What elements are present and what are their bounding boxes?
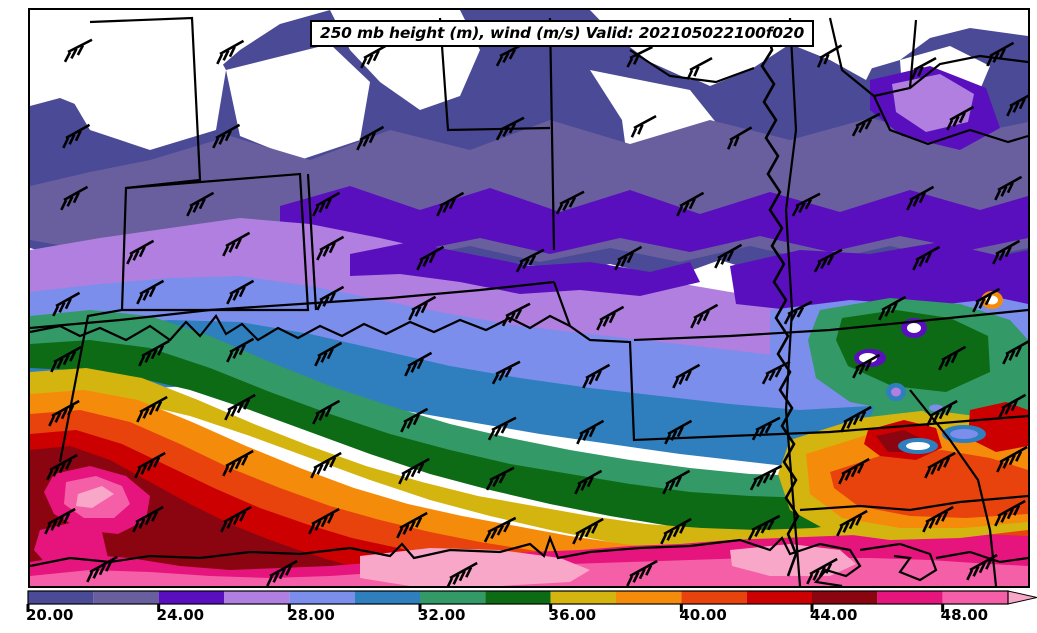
colorbar-segment-orange-red xyxy=(681,591,747,604)
band-violet-mid-east xyxy=(730,242,1028,322)
colorbar-segments xyxy=(28,591,1008,604)
colorbar-segment-dark-red xyxy=(812,591,878,604)
colorbar-segment-dark-green xyxy=(485,591,551,604)
plot-title: 250 mb height (m), wind (m/s) Valid: 202… xyxy=(310,20,815,47)
streak-lightpink-sw xyxy=(76,486,114,508)
colorbar-ticks xyxy=(26,604,945,612)
wind-speed-contour-map[interactable] xyxy=(30,10,1028,586)
hole-white-nw-1 xyxy=(60,24,226,150)
colorbar-segment-violet xyxy=(158,591,224,604)
colorbar-segment-orange xyxy=(616,591,682,604)
colorbar[interactable]: 20.00 24.00 28.00 32.00 36.00 40.00 44.00 48.00 xyxy=(0,590,1037,633)
band-cornflower-mid xyxy=(30,276,1028,430)
blob-darkgreen-se xyxy=(836,310,990,392)
colorbar-tick-label: 20.00 xyxy=(26,606,74,624)
map-panel[interactable]: 250 mb height (m), wind (m/s) Valid: 202… xyxy=(28,8,1030,588)
hole-white-nw-2 xyxy=(226,44,370,160)
colorbar-tick-label: 48.00 xyxy=(940,606,989,624)
colorbar-tick-label: 36.00 xyxy=(548,606,597,624)
colorbar-segment-cornflower-blue xyxy=(289,591,355,604)
colorbar-segment-slate-blue xyxy=(28,591,94,604)
band-sea-green xyxy=(30,310,1028,534)
colorbar-segment-deep-pink xyxy=(877,591,943,604)
colorbar-outline xyxy=(27,590,1009,605)
blob-red-se-b xyxy=(968,402,1028,452)
colorbar-tick-label: 40.00 xyxy=(679,606,727,624)
colorbar-segment-steel-blue xyxy=(354,591,420,604)
band-dark-red-sw xyxy=(30,446,460,586)
state-borders xyxy=(30,16,1028,586)
colorbar-segment-red xyxy=(746,591,812,604)
colorbar-graphic[interactable] xyxy=(0,590,1037,633)
colorbar-segment-sea-green xyxy=(420,591,486,604)
colorbar-tick-label: 28.00 xyxy=(287,606,335,624)
colorbar-tick-label: 32.00 xyxy=(418,606,466,624)
colorbar-segment-light-orchid xyxy=(224,591,290,604)
colorbar-segment-goldenrod xyxy=(550,591,616,604)
colorbar-tick-label: 44.00 xyxy=(810,606,858,624)
colorbar-segment-muted-purple xyxy=(93,591,159,604)
band-violet-mid-core xyxy=(350,242,700,296)
colorbar-segment-hot-pink xyxy=(942,591,1008,604)
colorbar-extend-arrow xyxy=(1007,590,1037,605)
colorbar-tick-label: 24.00 xyxy=(156,606,205,624)
band-violet-north xyxy=(280,186,1028,254)
contour-field xyxy=(30,10,1028,586)
